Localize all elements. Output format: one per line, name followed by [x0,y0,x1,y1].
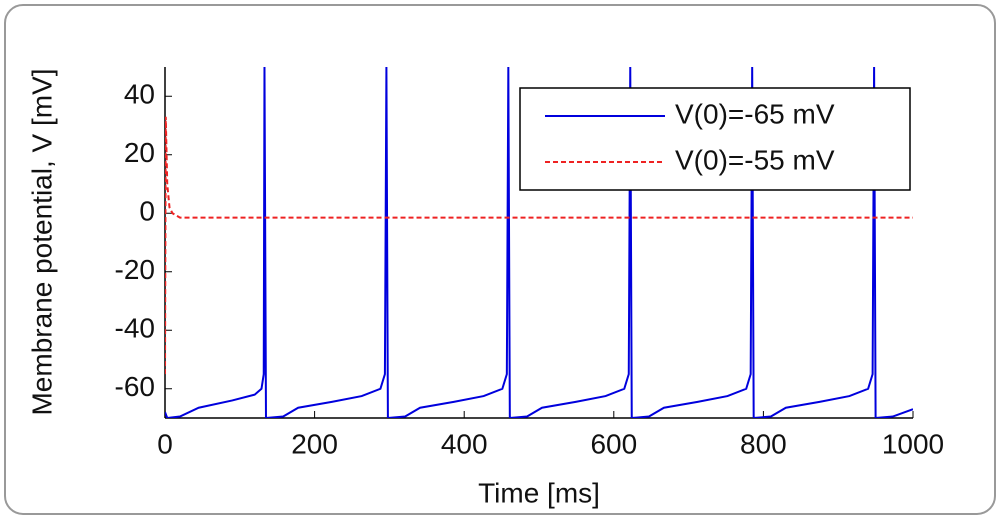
y-axis-label: Membrane potential, V [mV] [26,68,57,415]
x-tick-label: 0 [157,428,173,459]
x-tick-label: 800 [740,428,787,459]
series-line [165,67,913,418]
y-tick-label: 40 [124,79,155,110]
y-tick-label: -40 [115,313,155,344]
x-tick-label: 200 [291,428,338,459]
y-tick-label: -20 [115,254,155,285]
legend-label: V(0)=-55 mV [675,144,835,175]
series-line [165,116,913,375]
y-tick-label: 20 [124,137,155,168]
y-tick-label: -60 [115,371,155,402]
x-tick-label: 1000 [882,428,944,459]
legend-label: V(0)=-65 mV [675,98,835,129]
y-tick-label: 0 [139,196,155,227]
x-tick-label: 600 [590,428,637,459]
x-tick-label: 400 [441,428,488,459]
x-axis-label: Time [ms] [478,477,600,508]
legend-box [519,87,911,191]
